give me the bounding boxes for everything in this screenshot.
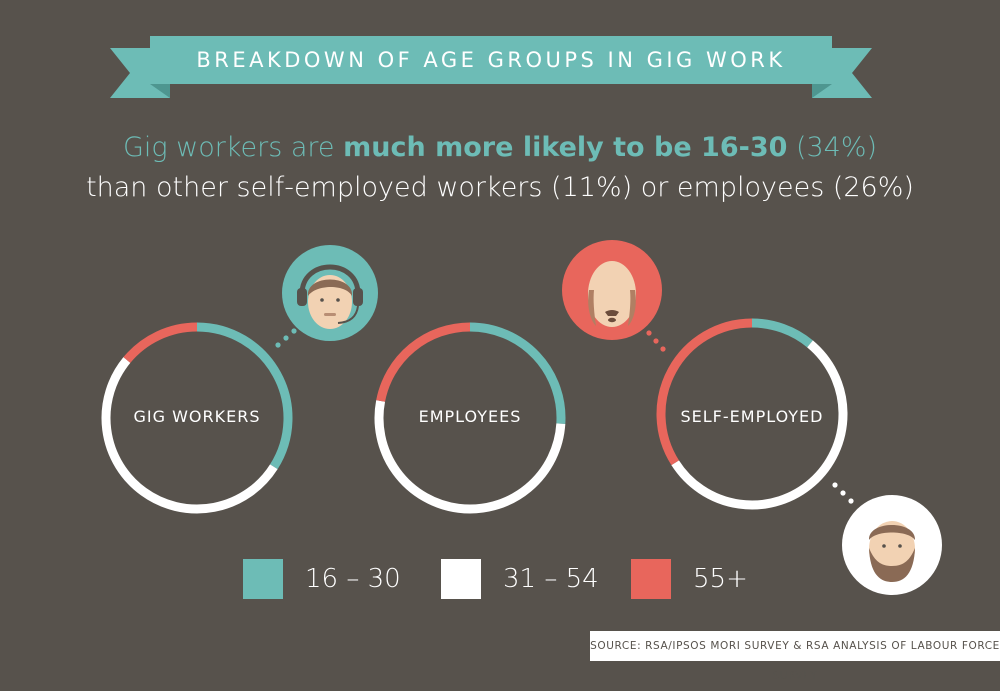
- donut-employees: EMPLOYEES: [374, 322, 566, 514]
- headline-prefix: Gig workers are: [122, 132, 344, 163]
- employees-label: EMPLOYEES: [419, 407, 522, 426]
- headline-line-2: than other self-employed workers (11%) o…: [86, 172, 914, 203]
- legend-label-16-30: 16 – 30: [305, 564, 401, 594]
- donut-self-employed: SELF-EMPLOYED: [656, 318, 848, 510]
- legend-item-55-plus: 55+: [631, 556, 748, 602]
- self-employed-segment-16-30: [751, 318, 813, 348]
- gig-workers-segment-16-30: [196, 322, 293, 470]
- headline-suffix: (34%): [787, 132, 878, 163]
- legend-swatch-31-54: [441, 559, 481, 599]
- banner-body: [150, 36, 832, 84]
- legend: 16 – 30 31 – 54 55+: [0, 556, 1000, 602]
- legend-label-55-plus: 55+: [693, 564, 748, 594]
- chart-title: BREAKDOWN OF AGE GROUPS IN GIG WORK: [196, 48, 786, 72]
- gig-workers-segment-55-plus: [123, 322, 198, 363]
- title-banner: [110, 36, 872, 98]
- legend-item-31-54: 31 – 54: [441, 556, 599, 602]
- headphones-person-icon: [282, 245, 378, 341]
- self-employed-segment-55-plus: [656, 318, 753, 466]
- bald-person-icon: [562, 240, 662, 340]
- legend-item-16-30: 16 – 30: [243, 556, 401, 602]
- headline-emphasis: much more likely to be 16-30: [343, 132, 788, 163]
- employees-segment-31-54: [374, 400, 566, 514]
- banner-right-fold: [812, 84, 832, 98]
- banner-left-fold: [150, 84, 170, 98]
- legend-swatch-16-30: [243, 559, 283, 599]
- connector-dots-gig: [275, 328, 297, 348]
- headline: Gig workers are much more likely to be 1…: [0, 128, 1000, 208]
- connector-dots-self-employed: [832, 482, 854, 504]
- self-employed-label: SELF-EMPLOYED: [681, 407, 824, 426]
- bearded-person-icon: [842, 495, 942, 595]
- self-employed-segment-31-54: [671, 340, 848, 510]
- source-note: SOURCE: RSA/IPSOS MORI SURVEY & RSA ANAL…: [590, 631, 1000, 682]
- employees-segment-55-plus: [376, 322, 471, 402]
- gig-workers-segment-31-54: [101, 357, 278, 514]
- legend-label-31-54: 31 – 54: [503, 564, 599, 594]
- gig-workers-label: GIG WORKERS: [133, 407, 260, 426]
- donut-gig-workers: GIG WORKERS: [101, 322, 293, 514]
- employees-segment-16-30: [469, 322, 566, 424]
- legend-swatch-55-plus: [631, 559, 671, 599]
- connector-dots-employees: [646, 330, 666, 352]
- headline-line-1: Gig workers are much more likely to be 1…: [0, 128, 1000, 168]
